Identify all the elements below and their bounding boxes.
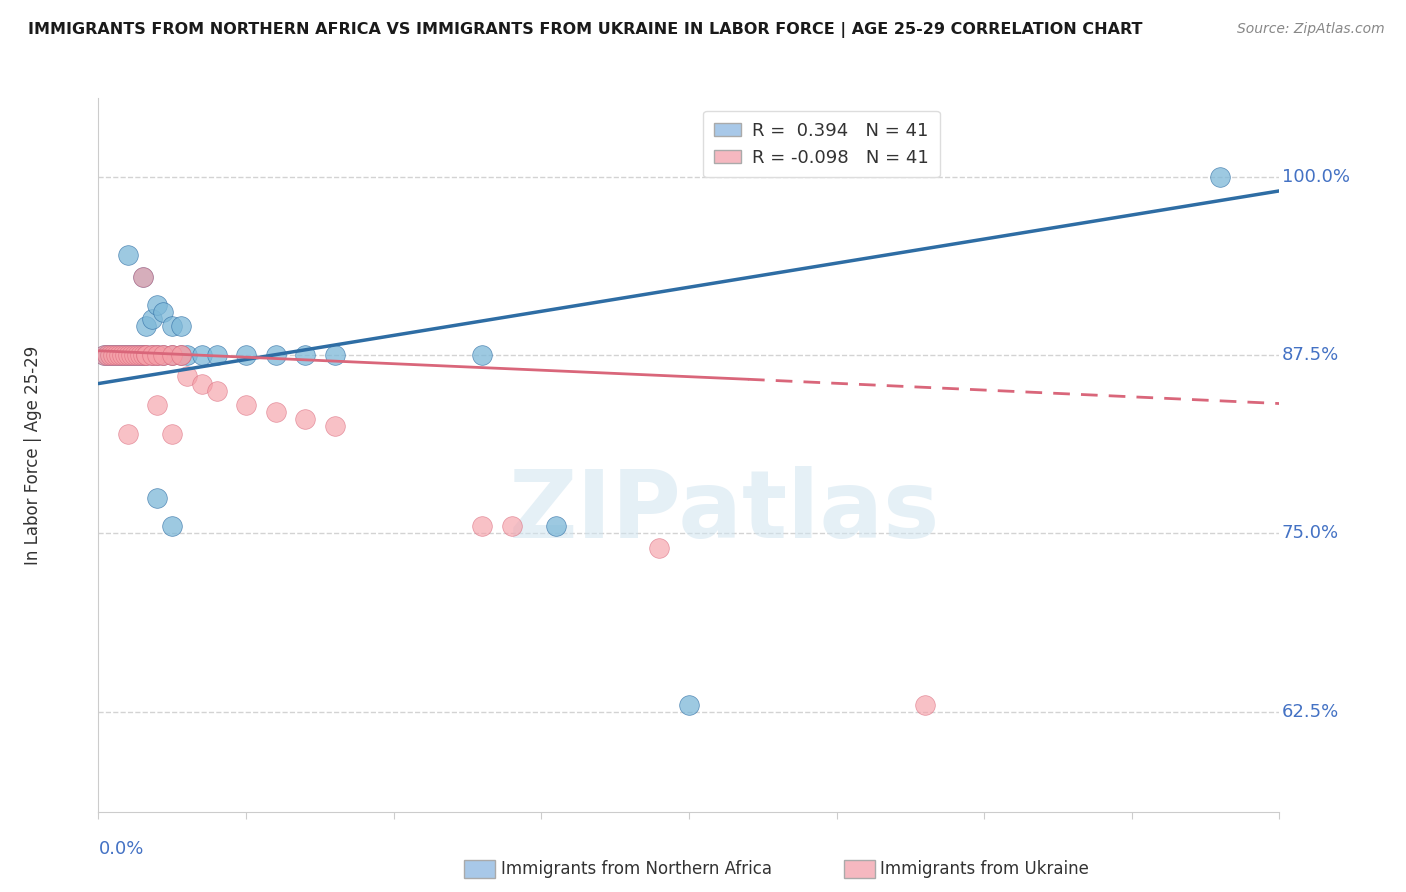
Point [135, 348, 157, 362]
Point [152, 348, 174, 362]
Point [146, 491, 169, 505]
Point [205, 348, 228, 362]
Point [103, 348, 125, 362]
Point [235, 398, 257, 412]
Point [132, 269, 155, 284]
Point [122, 348, 145, 362]
Point [141, 348, 163, 362]
Point [294, 412, 316, 426]
Point [141, 312, 163, 326]
Point [105, 348, 128, 362]
Text: Immigrants from Northern Africa: Immigrants from Northern Africa [501, 860, 772, 878]
Point [93, 348, 115, 362]
Point [146, 348, 169, 362]
Point [146, 398, 169, 412]
Point [135, 319, 157, 334]
Text: 62.5%: 62.5% [1282, 703, 1339, 721]
Point [176, 348, 198, 362]
Point [170, 348, 193, 362]
Point [170, 319, 193, 334]
Point [98, 348, 121, 362]
Point [117, 426, 139, 441]
Point [111, 348, 134, 362]
Point [103, 348, 125, 362]
Point [146, 298, 169, 312]
Point [122, 348, 145, 362]
Text: IMMIGRANTS FROM NORTHERN AFRICA VS IMMIGRANTS FROM UKRAINE IN LABOR FORCE | AGE : IMMIGRANTS FROM NORTHERN AFRICA VS IMMIG… [28, 22, 1143, 38]
Legend: R =  0.394   N = 41, R = -0.098   N = 41: R = 0.394 N = 41, R = -0.098 N = 41 [703, 111, 939, 178]
Point [205, 384, 228, 398]
Point [235, 348, 257, 362]
Point [152, 305, 174, 319]
Point [1209, 169, 1232, 184]
Point [323, 419, 346, 434]
Point [128, 348, 150, 362]
Point [96, 348, 118, 362]
Point [264, 348, 287, 362]
Point [162, 348, 183, 362]
Point [914, 698, 936, 712]
Text: Immigrants from Ukraine: Immigrants from Ukraine [880, 860, 1090, 878]
Point [170, 348, 193, 362]
Point [544, 519, 567, 533]
Point [162, 426, 183, 441]
Point [176, 369, 198, 384]
Point [98, 348, 121, 362]
Point [93, 348, 115, 362]
Point [114, 348, 136, 362]
Point [117, 348, 139, 362]
Point [162, 348, 183, 362]
Point [501, 519, 523, 533]
Point [678, 698, 700, 712]
Point [152, 348, 174, 362]
Point [170, 348, 193, 362]
Point [125, 348, 148, 362]
Point [648, 541, 671, 555]
Point [264, 405, 287, 419]
Text: Source: ZipAtlas.com: Source: ZipAtlas.com [1237, 22, 1385, 37]
Point [471, 519, 494, 533]
Point [117, 248, 139, 262]
Point [135, 348, 157, 362]
Point [111, 348, 134, 362]
Point [146, 348, 169, 362]
Point [108, 348, 131, 362]
Point [96, 348, 118, 362]
Point [146, 348, 169, 362]
Point [125, 348, 148, 362]
Point [132, 348, 155, 362]
Point [162, 319, 183, 334]
Text: 0.0%: 0.0% [98, 840, 143, 858]
Point [323, 348, 346, 362]
Point [105, 348, 128, 362]
Text: 75.0%: 75.0% [1282, 524, 1339, 542]
Point [152, 348, 174, 362]
Point [162, 348, 183, 362]
Point [471, 348, 494, 362]
Point [117, 348, 139, 362]
Point [141, 348, 163, 362]
Point [120, 348, 142, 362]
Text: ZIPatlas: ZIPatlas [509, 466, 941, 558]
Point [191, 348, 214, 362]
Point [141, 348, 163, 362]
Point [162, 519, 183, 533]
Text: In Labor Force | Age 25-29: In Labor Force | Age 25-29 [24, 345, 42, 565]
Point [135, 348, 157, 362]
Point [114, 348, 136, 362]
Point [191, 376, 214, 391]
Point [128, 348, 150, 362]
Point [294, 348, 316, 362]
Text: 87.5%: 87.5% [1282, 346, 1339, 364]
Point [132, 269, 155, 284]
Point [108, 348, 131, 362]
Point [120, 348, 142, 362]
Point [132, 348, 155, 362]
Text: 100.0%: 100.0% [1282, 168, 1350, 186]
